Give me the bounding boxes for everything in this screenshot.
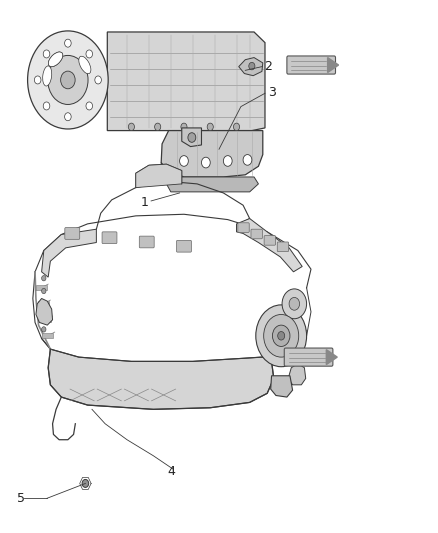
Circle shape bbox=[42, 327, 46, 332]
Circle shape bbox=[201, 157, 210, 168]
FancyBboxPatch shape bbox=[177, 240, 191, 252]
Circle shape bbox=[48, 55, 88, 104]
FancyBboxPatch shape bbox=[277, 242, 289, 252]
FancyBboxPatch shape bbox=[238, 223, 249, 232]
Circle shape bbox=[282, 289, 307, 319]
Circle shape bbox=[43, 102, 50, 110]
Circle shape bbox=[43, 50, 50, 58]
Circle shape bbox=[86, 50, 92, 58]
Text: 2: 2 bbox=[264, 60, 272, 72]
Polygon shape bbox=[161, 131, 263, 177]
Circle shape bbox=[272, 325, 290, 346]
Circle shape bbox=[181, 123, 187, 131]
Circle shape bbox=[233, 123, 240, 131]
Circle shape bbox=[289, 297, 300, 310]
Circle shape bbox=[65, 39, 71, 47]
Text: 1: 1 bbox=[141, 196, 148, 208]
Polygon shape bbox=[42, 229, 96, 277]
FancyBboxPatch shape bbox=[40, 317, 51, 322]
Polygon shape bbox=[136, 164, 182, 188]
Circle shape bbox=[86, 102, 92, 110]
Polygon shape bbox=[271, 376, 293, 397]
Circle shape bbox=[249, 62, 255, 70]
Polygon shape bbox=[161, 163, 166, 184]
FancyBboxPatch shape bbox=[139, 236, 154, 248]
Circle shape bbox=[65, 112, 71, 121]
Polygon shape bbox=[166, 177, 258, 192]
Circle shape bbox=[264, 314, 299, 357]
Ellipse shape bbox=[42, 66, 52, 86]
Circle shape bbox=[188, 133, 196, 142]
FancyBboxPatch shape bbox=[284, 348, 333, 366]
Circle shape bbox=[60, 71, 75, 89]
Circle shape bbox=[243, 155, 252, 165]
FancyBboxPatch shape bbox=[251, 229, 262, 239]
Circle shape bbox=[128, 123, 134, 131]
FancyBboxPatch shape bbox=[102, 232, 117, 244]
Ellipse shape bbox=[79, 56, 91, 74]
FancyBboxPatch shape bbox=[264, 236, 276, 245]
Circle shape bbox=[42, 276, 46, 281]
Circle shape bbox=[256, 305, 307, 367]
FancyBboxPatch shape bbox=[287, 56, 336, 74]
Text: 5: 5 bbox=[17, 492, 25, 505]
FancyBboxPatch shape bbox=[38, 301, 49, 306]
FancyBboxPatch shape bbox=[65, 228, 80, 239]
Circle shape bbox=[155, 123, 161, 131]
Circle shape bbox=[95, 76, 102, 84]
Polygon shape bbox=[48, 349, 274, 409]
Text: 3: 3 bbox=[268, 86, 276, 99]
Polygon shape bbox=[182, 128, 201, 147]
Circle shape bbox=[42, 288, 46, 294]
Circle shape bbox=[82, 480, 88, 487]
Circle shape bbox=[223, 156, 232, 166]
Polygon shape bbox=[36, 298, 53, 325]
Text: 4: 4 bbox=[167, 465, 175, 478]
Circle shape bbox=[42, 301, 46, 306]
Circle shape bbox=[34, 76, 41, 84]
Polygon shape bbox=[328, 58, 339, 72]
Circle shape bbox=[42, 314, 46, 319]
Polygon shape bbox=[107, 32, 265, 131]
Polygon shape bbox=[239, 58, 263, 76]
Circle shape bbox=[207, 123, 213, 131]
Circle shape bbox=[278, 332, 285, 340]
FancyBboxPatch shape bbox=[36, 285, 47, 290]
FancyBboxPatch shape bbox=[42, 333, 53, 338]
Circle shape bbox=[180, 156, 188, 166]
Polygon shape bbox=[326, 350, 337, 365]
Polygon shape bbox=[288, 364, 306, 385]
Circle shape bbox=[28, 31, 108, 129]
Polygon shape bbox=[237, 219, 302, 272]
Ellipse shape bbox=[48, 52, 63, 67]
Ellipse shape bbox=[48, 52, 63, 67]
